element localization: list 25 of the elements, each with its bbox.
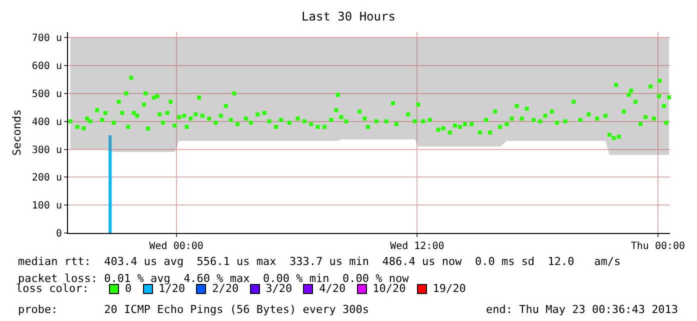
y-tick-label: 300 u — [32, 144, 62, 156]
y-tick-label: 200 u — [32, 172, 62, 184]
legend-label: 3/20 — [266, 282, 292, 295]
y-tick-label: 700 u — [32, 33, 62, 44]
y-tick-label: 0 — [56, 228, 62, 240]
chart-title: Last 30 Hours — [302, 9, 396, 24]
y-axis-title: Seconds — [10, 109, 24, 156]
legend-label: 19/20 — [432, 282, 466, 295]
text: packet loss: 0.01 % avg 4.60 % max 0.00 % min 0.00 % now — [18, 272, 410, 285]
x-tick-label: Thu 00:00 — [630, 241, 686, 252]
legend-label: 2/20 — [212, 282, 239, 295]
text: probe: 20 ICMP Echo Pings (56 Bytes) every 300s — [18, 303, 369, 316]
legend-label: 10/20 — [372, 282, 406, 295]
y-tick-label: 100 u — [32, 200, 62, 212]
x-tick-label: Wed 12:00 — [390, 241, 444, 252]
legend-label: 1/20 — [158, 282, 186, 295]
x-tick-label: Wed 00:00 — [149, 241, 204, 252]
legend-title: loss color: — [16, 282, 89, 295]
y-tick-label: 400 u — [32, 116, 62, 128]
legend-label: 4/20 — [319, 282, 346, 295]
text: median rtt: 403.4 us avg 556.1 us max 333.7 us min 486.4 us now 0.0 ms sd 12.0 am/s — [18, 255, 621, 268]
text: end: Thu May 23 00:36:43 2013 — [486, 303, 678, 316]
legend-label: 0 — [125, 282, 132, 295]
y-tick-label: 500 u — [32, 88, 62, 100]
y-tick-label: 600 u — [32, 61, 62, 72]
